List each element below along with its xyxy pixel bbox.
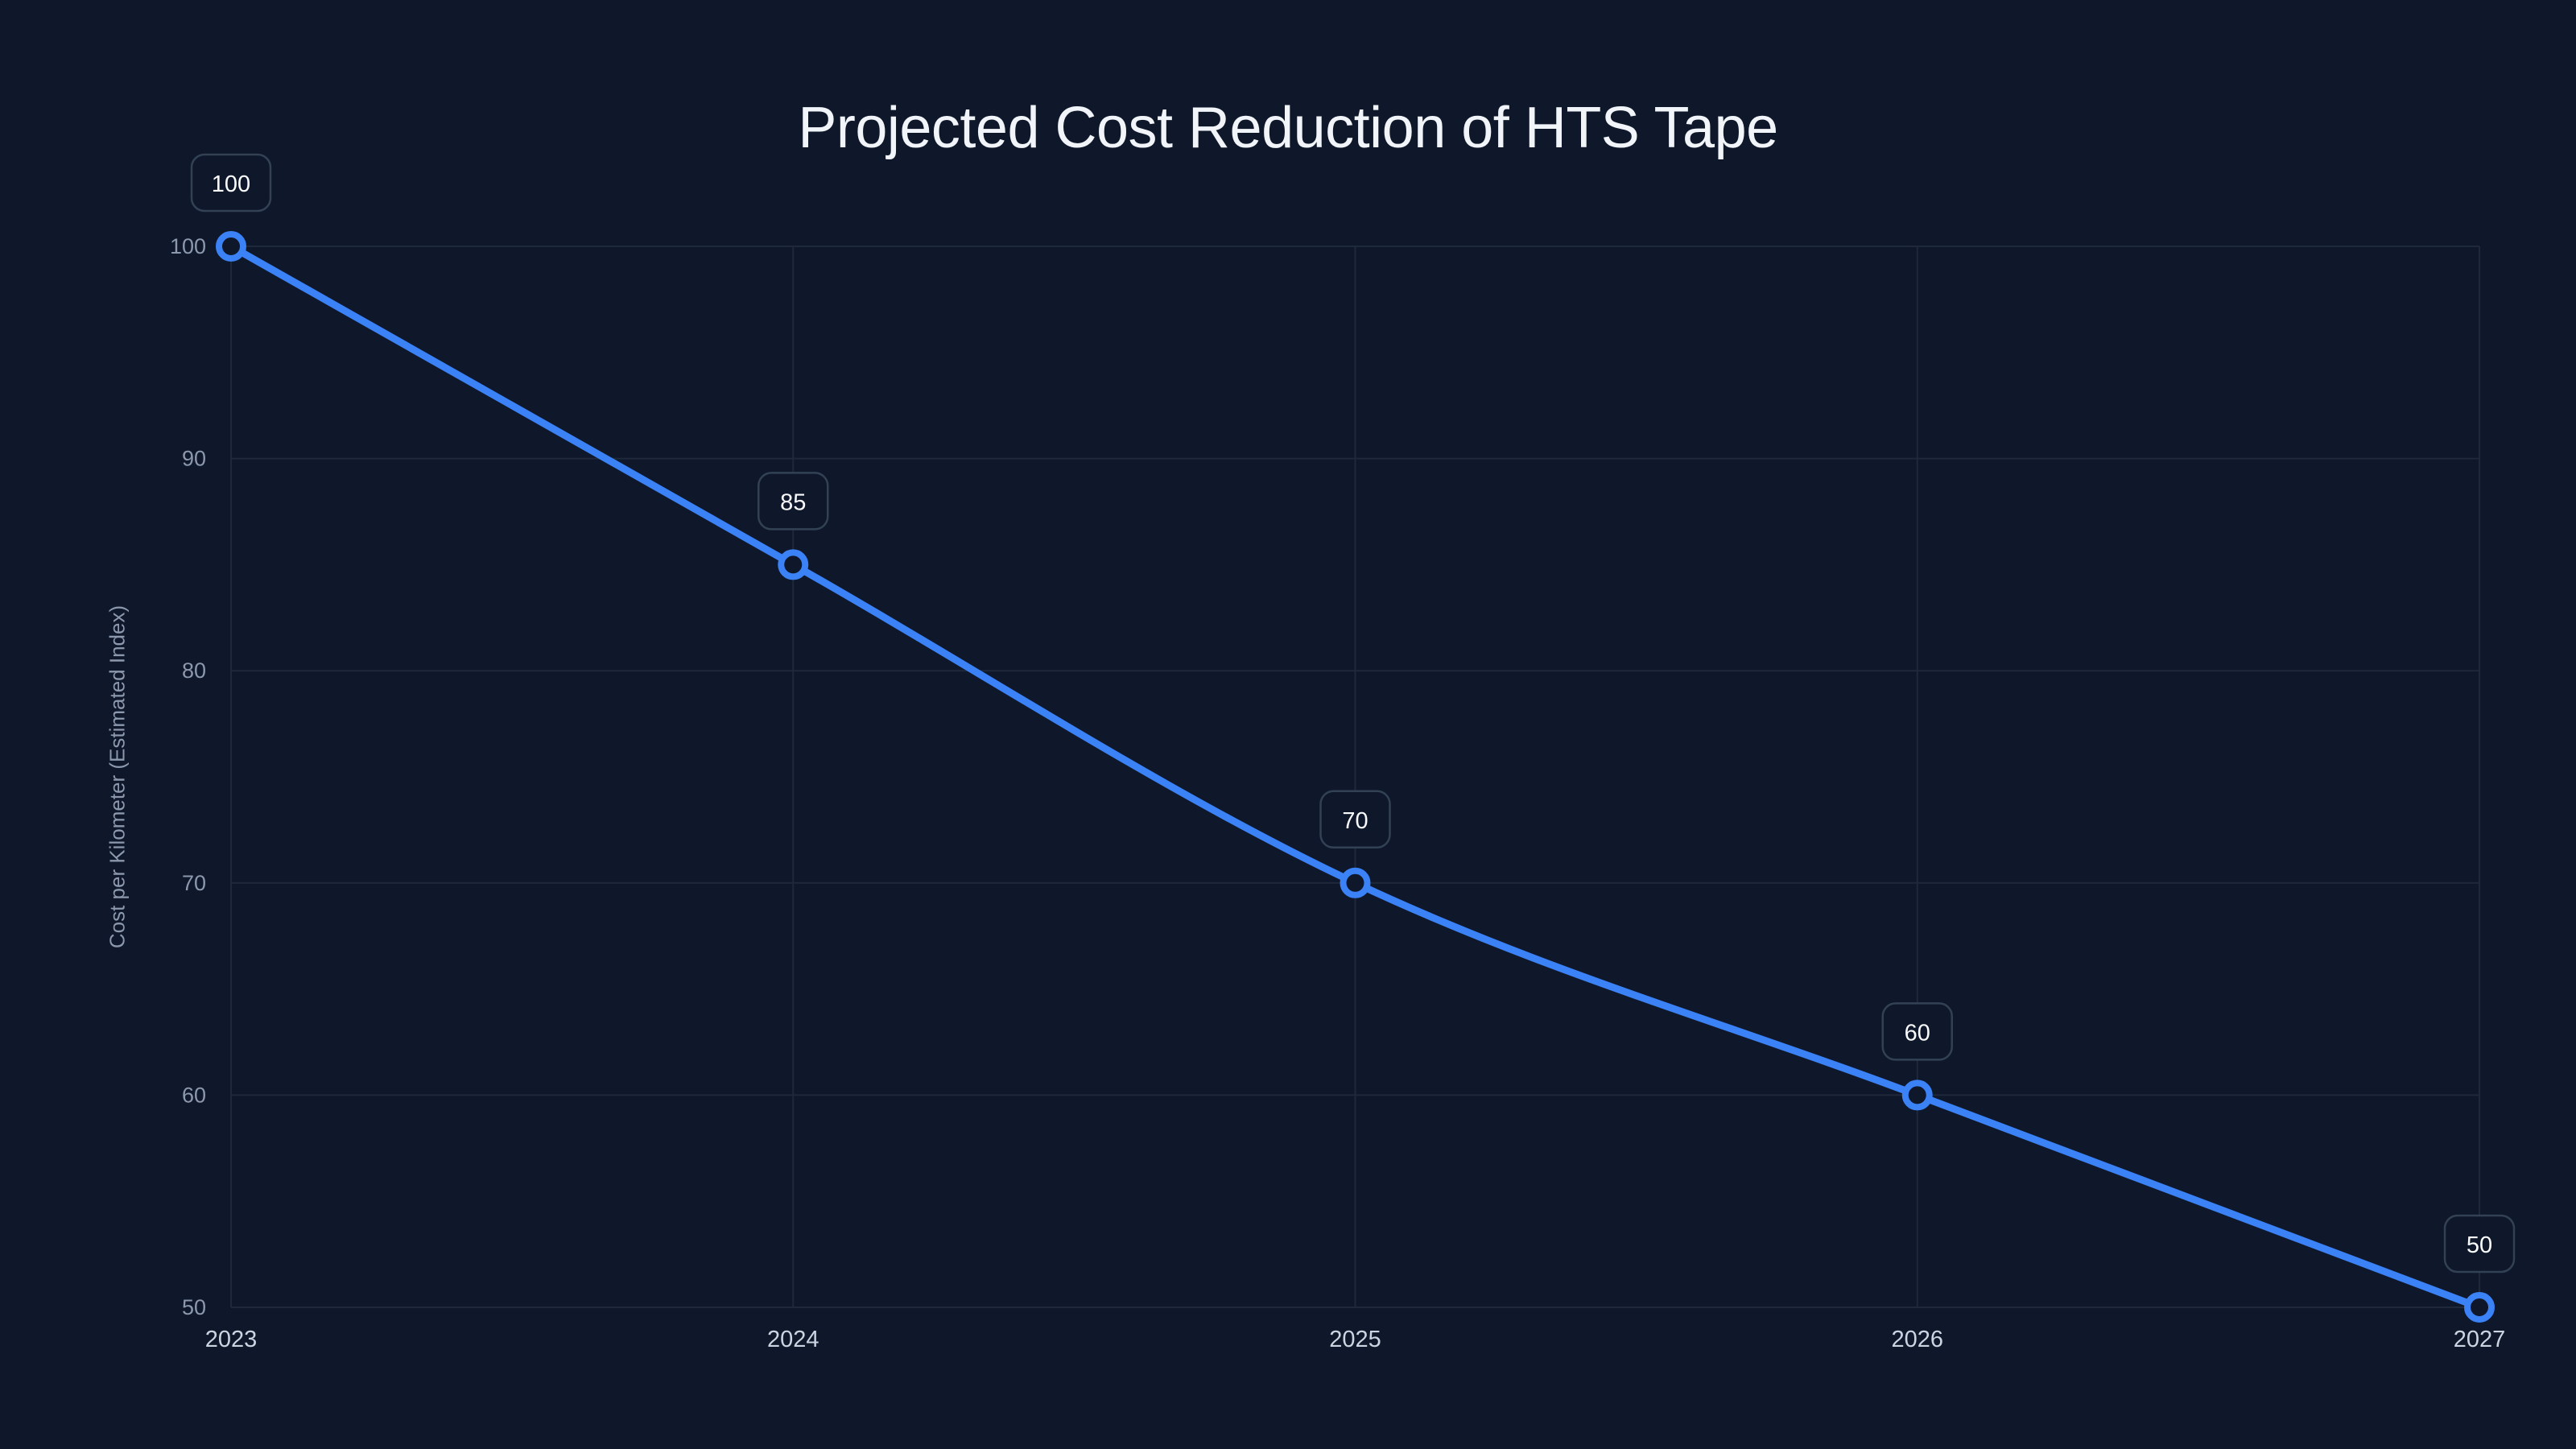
data-point-marker [778,549,809,580]
data-label-box [1319,790,1391,849]
data-point-marker [1340,867,1371,898]
x-tick-label: 2023 [205,1327,258,1352]
x-tick-label: 2027 [2454,1327,2506,1352]
y-tick-label: 90 [182,447,206,471]
x-tick-label: 2024 [767,1327,819,1352]
x-tick-label: 2026 [1891,1327,1943,1352]
data-label-box [2443,1214,2516,1274]
y-tick-label: 50 [182,1295,206,1319]
y-tick-label: 70 [182,871,206,895]
y-tick-label: 60 [182,1083,206,1107]
data-point-marker [1901,1080,1933,1111]
data-point-marker [216,231,246,262]
data-label: 100 [212,171,250,197]
data-label-box [190,153,272,213]
chart-title: Projected Cost Reduction of HTS Tape [798,96,1778,160]
y-tick-label: 80 [182,658,206,683]
data-label: 50 [2467,1232,2492,1258]
data-label-box [758,472,829,530]
data-label: 70 [1342,808,1368,834]
data-point-marker [2464,1292,2495,1323]
data-label: 60 [1905,1020,1930,1046]
data-label-box [1881,1002,1953,1061]
data-label: 85 [780,489,806,515]
x-tick-label: 2025 [1329,1327,1381,1352]
y-tick-label: 100 [170,234,206,258]
